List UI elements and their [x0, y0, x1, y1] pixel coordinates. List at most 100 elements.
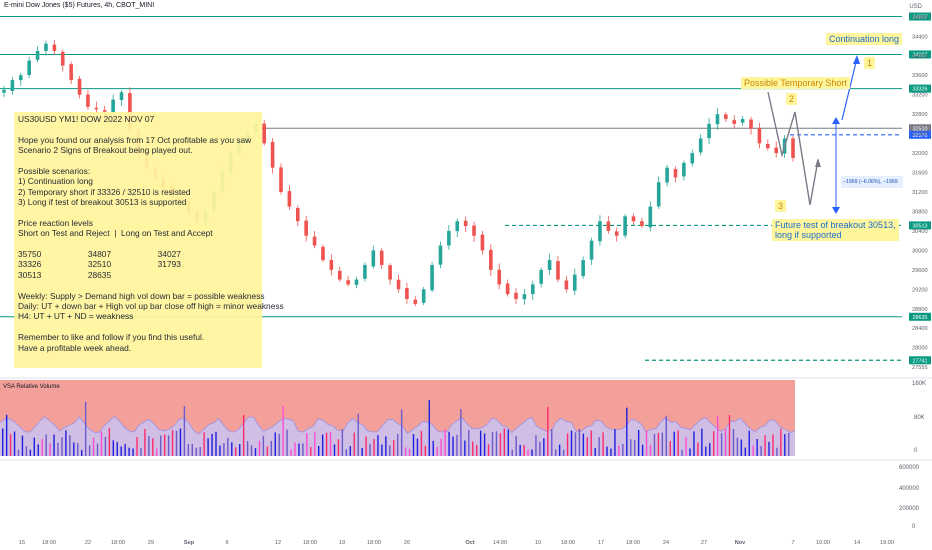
candle-body [287, 191, 292, 207]
vsa-bar [211, 433, 213, 456]
vsa-bar [148, 436, 150, 456]
vsa-indicator-label[interactable]: VSA Relative Volume [3, 384, 60, 390]
vsa-bar [2, 428, 4, 456]
vsa-bar [246, 441, 249, 456]
vsa-bar [61, 437, 63, 456]
vsa-bar [258, 440, 261, 456]
candle-body [69, 64, 73, 81]
time-tick: 26 [404, 540, 410, 546]
candle-body [766, 144, 770, 149]
candle-body [547, 260, 552, 270]
note-line [18, 156, 258, 166]
level-badge [909, 130, 931, 139]
vsa-bar [227, 437, 229, 456]
vsa-bar [614, 429, 616, 456]
temp-short-label[interactable]: Possible Temporary Short [741, 77, 850, 89]
vsa-bar [207, 438, 209, 456]
time-tick: 18:00 [626, 540, 640, 546]
vsa-bar [199, 447, 201, 456]
note-line: Remember to like and follow if you find … [18, 332, 205, 343]
vsa-bar [558, 444, 561, 456]
note-line [18, 239, 258, 249]
candle-body [35, 50, 40, 60]
note-line: 2) Temporary short if 33326 / 32510 is r… [18, 186, 191, 197]
continuation-arrow-head [853, 55, 860, 64]
vsa-bar [377, 435, 379, 456]
continuation-label[interactable]: Continuation long [826, 33, 903, 45]
candle-body [631, 216, 636, 222]
candle-body [405, 288, 409, 300]
level-badge [909, 221, 931, 230]
vsa-bar [574, 432, 577, 456]
vsa-bar [219, 445, 221, 456]
analysis-note[interactable]: US30USD YM1! DOW 2022 NOV 07 Hope you fou… [14, 112, 284, 368]
vsa-bar [772, 434, 774, 456]
vsa-bar [503, 428, 506, 456]
vsa-bar [641, 444, 644, 456]
vsa-bar [720, 433, 723, 456]
volume-tick-400000: 400000 [899, 486, 920, 492]
vsa-bar [17, 449, 20, 456]
vsa-bar [657, 432, 660, 456]
vsa-bar [92, 437, 95, 456]
vsa-bar [274, 432, 276, 456]
vsa-bar [282, 405, 284, 456]
candle-body [304, 220, 308, 236]
vsa-bar [689, 448, 691, 456]
vsa-bar [705, 446, 707, 456]
vsa-bar [669, 441, 671, 456]
vsa-bar [187, 444, 190, 456]
currency-label: USD [909, 4, 922, 10]
vsa-bar [108, 428, 111, 456]
vsa-bar [81, 449, 83, 456]
price-tick: 33600 [912, 73, 928, 79]
price-tick: 34400 [912, 34, 928, 40]
vsa-bar [479, 430, 482, 456]
volume-tick-200000: 200000 [899, 506, 920, 512]
candle-body [270, 141, 275, 168]
candle-body [430, 264, 434, 291]
vsa-bar [278, 433, 280, 456]
level-badge [909, 312, 931, 321]
vsa-bar [373, 439, 375, 456]
vsa-band-line [0, 415, 796, 435]
candle-body [774, 147, 779, 154]
vsa-bar [365, 436, 367, 456]
projection-arrow-head [815, 158, 821, 167]
note-line [18, 124, 258, 134]
future-test-label[interactable]: Future test of breakout 30513, long if s… [772, 219, 899, 241]
candle-body [656, 182, 661, 207]
candle-body [2, 89, 6, 93]
time-tick: 18:00 [561, 540, 575, 546]
vsa-bar [144, 429, 146, 456]
note-line: Daily: UT + down bar + High vol up bar c… [18, 301, 284, 312]
time-tick: 7 [791, 540, 794, 546]
vsa-bar [33, 437, 35, 456]
candle-body [94, 107, 99, 110]
volume-tick-0: 0 [912, 524, 916, 530]
candle-body [421, 289, 426, 303]
vsa-panel [0, 380, 796, 456]
vsa-bar [744, 447, 746, 456]
vsa-bar [598, 437, 600, 456]
measure-arrow-bottom [832, 207, 840, 214]
time-tick: Nov [735, 540, 746, 546]
vsa-bar [618, 445, 620, 456]
vsa-bar [539, 441, 541, 456]
note-line: 3) Long if test of breakout 30513 is sup… [18, 197, 187, 208]
candle-body [363, 264, 367, 279]
candle-body [86, 94, 90, 107]
vsa-bar [294, 442, 296, 456]
vsa-bar [697, 442, 699, 456]
volume-tick-600000: 600000 [899, 465, 920, 471]
vsa-bar [152, 438, 154, 456]
candle-body [707, 123, 711, 139]
vsa-bar [318, 445, 320, 456]
vsa-bar [100, 431, 103, 456]
time-tick: 14:00 [493, 540, 507, 546]
vsa-bar [748, 430, 750, 456]
vsa-bar [397, 434, 399, 456]
candle-body [346, 280, 350, 285]
